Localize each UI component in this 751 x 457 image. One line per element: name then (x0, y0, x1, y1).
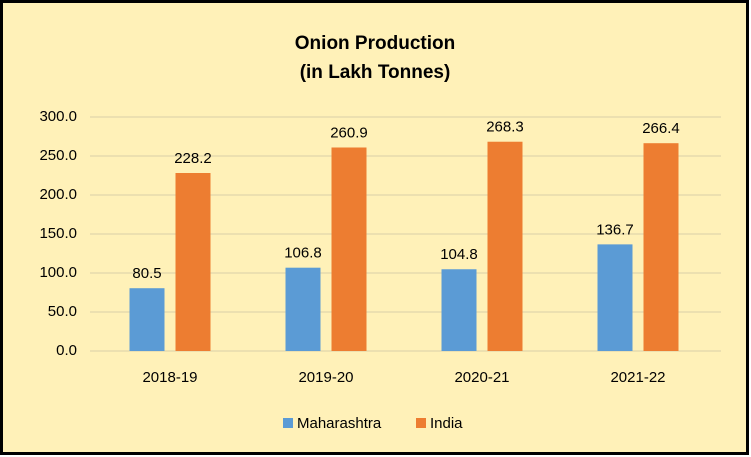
legend-label: Maharashtra (297, 415, 382, 432)
y-tick-label: 150.0 (39, 225, 77, 242)
x-tick-label: 2020-21 (454, 369, 509, 386)
bar (643, 143, 679, 351)
data-label: 104.8 (440, 246, 478, 263)
data-label: 260.9 (330, 124, 368, 141)
data-label: 228.2 (174, 150, 212, 167)
y-tick-label: 50.0 (48, 303, 77, 320)
bar (285, 267, 321, 351)
x-tick-label: 2019-20 (298, 369, 353, 386)
data-label: 136.7 (596, 221, 634, 238)
bar (597, 244, 633, 351)
legend-swatch (283, 418, 293, 428)
y-tick-label: 200.0 (39, 186, 77, 203)
data-label: 80.5 (132, 265, 161, 282)
bar (331, 147, 367, 351)
x-tick-label: 2018-19 (142, 369, 197, 386)
legend-label: India (430, 415, 463, 432)
bar (129, 288, 165, 351)
data-label: 268.3 (486, 119, 524, 136)
bar (175, 173, 211, 351)
y-tick-label: 300.0 (39, 108, 77, 125)
x-tick-label: 2021-22 (610, 369, 665, 386)
data-label: 106.8 (284, 245, 322, 262)
chart-title: Onion Production (295, 33, 455, 54)
y-tick-label: 100.0 (39, 264, 77, 281)
y-tick-label: 250.0 (39, 147, 77, 164)
data-label: 266.4 (642, 120, 680, 137)
bar (441, 269, 477, 351)
chart-subtitle: (in Lakh Tonnes) (300, 62, 451, 83)
y-tick-label: 0.0 (56, 342, 77, 359)
bar (487, 141, 523, 351)
legend-swatch (416, 418, 426, 428)
